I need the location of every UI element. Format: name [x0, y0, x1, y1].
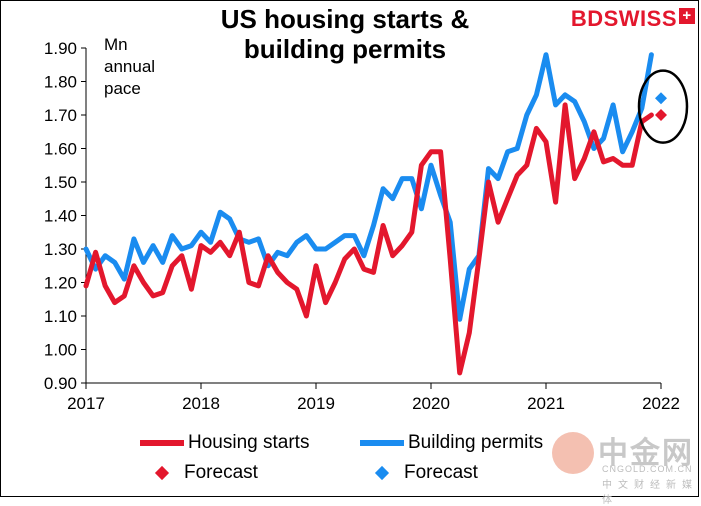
- series-line-housing-starts: [83, 102, 654, 376]
- legend-label-building-permits: Building permits: [408, 432, 544, 453]
- diamond-icon-blue: [374, 465, 390, 481]
- unit-line-1: Mn: [104, 35, 128, 54]
- legend-line-housing-starts: [140, 440, 184, 446]
- y-tick-label: 1.70: [44, 106, 77, 125]
- chart-frame: [0, 0, 699, 497]
- legend-label-housing-starts: Housing starts: [188, 432, 310, 453]
- x-tick-label: 2022: [642, 394, 680, 413]
- x-tick-label: 2019: [297, 394, 335, 413]
- forecast-highlight-circle: [637, 69, 689, 144]
- legend-label-forecast-blue: Forecast: [404, 462, 478, 483]
- brand-logo: BDSWISS +: [571, 6, 695, 32]
- forecast-marker-building-permits: [655, 92, 667, 105]
- y-tick-label: 1.80: [44, 73, 77, 92]
- watermark-url: CNGOLD.COM.CN: [602, 464, 693, 474]
- legend-item-forecast-red: Forecast: [140, 462, 258, 484]
- y-tick-label: 1.40: [44, 207, 77, 226]
- series-line-building-permits: [83, 52, 654, 322]
- title-line-2: building permits: [243, 34, 447, 64]
- diamond-icon-red: [154, 465, 170, 481]
- legend-label-forecast-red: Forecast: [184, 462, 258, 483]
- x-tick-label: 2018: [182, 394, 220, 413]
- legend-item-building-permits: Building permits: [360, 432, 543, 454]
- forecast-marker-housing-starts: [655, 109, 667, 121]
- watermark-sub: 中文财经新媒体: [602, 480, 698, 506]
- x-tick-label: 2020: [412, 394, 450, 413]
- y-tick-label: 1.10: [44, 307, 77, 326]
- x-tick-label: 2021: [527, 394, 565, 413]
- brand-text: BDSWISS: [570, 6, 677, 31]
- y-tick-label: 0.90: [44, 374, 77, 393]
- brand-plus-icon: +: [679, 8, 695, 24]
- watermark: 中金网 CNGOLD.COM.CN 中文财经新媒体: [550, 420, 700, 506]
- watermark-main: 中金网: [598, 437, 694, 470]
- y-tick-label: 1.60: [44, 140, 77, 159]
- y-tick-label: 1.30: [44, 240, 77, 259]
- legend-item-housing-starts: Housing starts: [140, 432, 309, 454]
- legend-item-forecast-blue: Forecast: [360, 462, 478, 484]
- chart-title: US housing starts & building permits: [150, 4, 540, 64]
- watermark-logo-icon: [552, 432, 594, 474]
- y-tick-label: 1.90: [44, 39, 77, 58]
- x-tick-label: 2017: [67, 394, 105, 413]
- legend-line-building-permits: [360, 440, 404, 446]
- y-tick-label: 1.20: [44, 274, 77, 293]
- unit-line-2: annual: [104, 57, 156, 76]
- legend: Housing starts Building permits Forecast…: [140, 432, 560, 494]
- y-tick-label: 1.50: [44, 173, 77, 192]
- unit-line-3: pace: [104, 79, 141, 98]
- unit-label: Mn annual pace: [104, 34, 155, 100]
- title-line-1: US housing starts &: [220, 4, 470, 34]
- y-tick-label: 1.00: [44, 341, 77, 360]
